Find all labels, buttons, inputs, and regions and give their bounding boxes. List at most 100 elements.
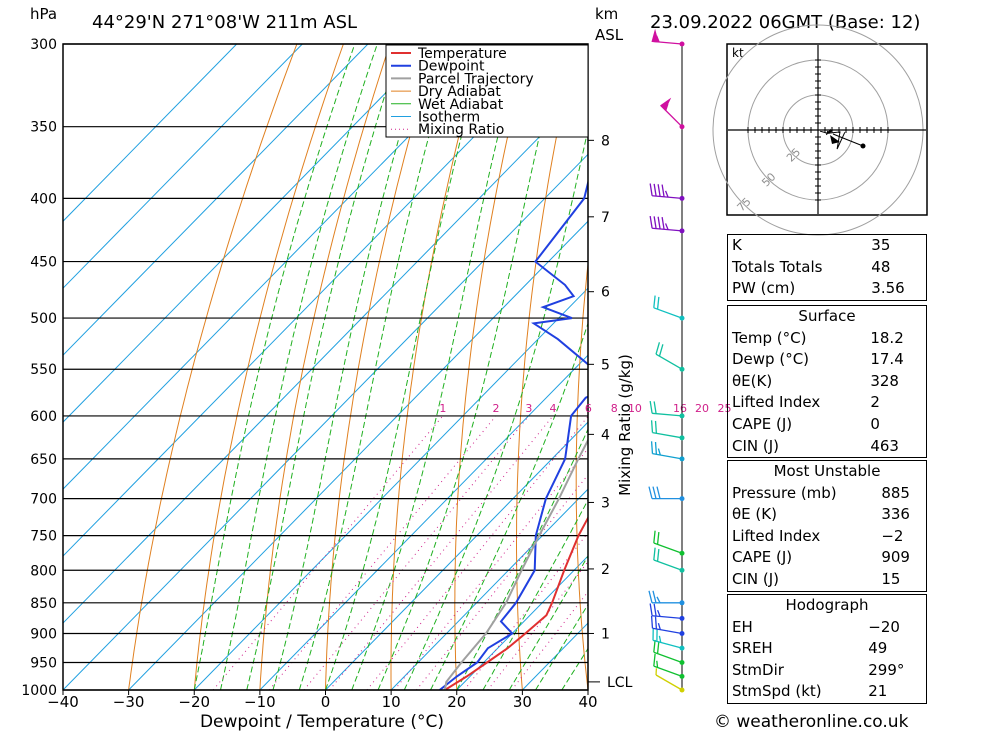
wind-barb-feather bbox=[656, 35, 660, 43]
wind-barb-feather bbox=[656, 486, 661, 499]
km-tick-label: 5 bbox=[601, 357, 610, 373]
pressure-tick-label: 850 bbox=[30, 596, 57, 612]
mixing-ratio-label: 10 bbox=[628, 402, 642, 415]
isotherm-line bbox=[63, 44, 566, 557]
dry-adiabat-line bbox=[995, 44, 1000, 690]
wind-barb-feather bbox=[665, 103, 669, 111]
pressure-tick-label: 1000 bbox=[21, 683, 57, 699]
hodo-row: StmDir 299° bbox=[727, 659, 928, 682]
hpa-unit-label: hPa bbox=[30, 5, 57, 23]
dry-adiabat-line bbox=[454, 44, 530, 690]
mu-row: Lifted Index −2 bbox=[727, 525, 928, 548]
wind-barb-shaft bbox=[652, 615, 683, 620]
mu-row: CAPE (J) 909 bbox=[727, 547, 928, 569]
mixing-ratio-label: 20 bbox=[695, 402, 709, 415]
index-row: Totals Totals 48 bbox=[727, 256, 928, 279]
isotherm-line bbox=[63, 44, 434, 423]
wind-barb-shaft bbox=[652, 227, 683, 232]
isotherm-line bbox=[63, 44, 369, 356]
hodo-row: SREH 49 bbox=[727, 638, 928, 660]
wind-barb-feather bbox=[653, 653, 656, 667]
temperature-line bbox=[444, 515, 588, 690]
mixing-ratio-label: 16 bbox=[673, 402, 687, 415]
legend-label: Dewpoint bbox=[418, 59, 485, 75]
x-tick-label: −40 bbox=[47, 693, 79, 711]
surface-value: 463 bbox=[866, 435, 928, 459]
surface-row: θE(K) 328 bbox=[727, 370, 928, 393]
hodo-label: EH bbox=[727, 616, 865, 639]
wind-barb-feather bbox=[654, 616, 658, 629]
pressure-tick-label: 950 bbox=[30, 655, 57, 671]
wind-barb-shaft bbox=[653, 651, 683, 664]
mu-value: 336 bbox=[877, 504, 928, 526]
pressure-tick-label: 800 bbox=[30, 563, 57, 579]
wet-adiabat-line bbox=[351, 44, 522, 690]
km-tick-label: 3 bbox=[601, 495, 610, 511]
wind-barb-feather bbox=[649, 603, 653, 616]
wind-barb bbox=[650, 441, 685, 462]
wind-barb-feather bbox=[653, 183, 657, 197]
pressure-tick-label: 500 bbox=[30, 311, 57, 327]
wind-barb bbox=[649, 603, 685, 621]
km-tick-label: 6 bbox=[601, 285, 610, 301]
wind-barb-shaft bbox=[653, 665, 683, 678]
wet-adiabat-line bbox=[508, 554, 588, 690]
surface-row: Lifted Index 2 bbox=[727, 392, 928, 414]
wind-barb-feather bbox=[653, 295, 656, 308]
legend-label: Dry Adiabat bbox=[418, 84, 501, 100]
wind-barb-feather bbox=[664, 190, 669, 198]
pressure-tick-label: 750 bbox=[30, 529, 57, 545]
index-value: 48 bbox=[867, 256, 928, 279]
wind-barb-shaft bbox=[653, 307, 683, 319]
wind-barbs bbox=[648, 28, 685, 693]
mu-label: Lifted Index bbox=[727, 525, 878, 548]
legend-label: Temperature bbox=[417, 46, 507, 62]
pressure-tick-label: 350 bbox=[30, 120, 57, 136]
legend-label: Wet Adiabat bbox=[418, 97, 504, 113]
surface-value: 18.2 bbox=[866, 327, 928, 350]
index-label: K bbox=[727, 233, 868, 257]
hodo-label: StmDir bbox=[727, 659, 865, 682]
surface-label: Temp (°C) bbox=[727, 327, 867, 350]
wind-barb-feather bbox=[650, 420, 654, 433]
index-row: K 35 bbox=[727, 233, 928, 257]
wind-barb bbox=[653, 639, 685, 665]
hodograph-unit: kt bbox=[732, 46, 744, 60]
wind-barb bbox=[650, 615, 685, 636]
km-tick-label: 2 bbox=[601, 562, 610, 578]
mixing-ratio-line bbox=[303, 415, 530, 690]
wind-barb-feather bbox=[653, 401, 657, 414]
surface-row: Dewp (°C) 17.4 bbox=[727, 349, 928, 371]
hodograph-shear-line bbox=[832, 133, 864, 147]
indices-table: K 35 Totals Totals 48 PW (cm) 3.56 bbox=[727, 233, 928, 301]
wind-barb-feather bbox=[658, 344, 664, 357]
wind-barb-feather bbox=[648, 486, 653, 499]
wind-barb-feather bbox=[653, 547, 656, 561]
mixing-ratio-line bbox=[416, 473, 588, 690]
lcl-label: LCL bbox=[607, 675, 633, 691]
wind-barb bbox=[649, 183, 685, 201]
hodo-value: 299° bbox=[864, 659, 928, 682]
mu-value: 15 bbox=[877, 568, 928, 592]
dry-adiabat-line bbox=[128, 44, 298, 690]
wind-barb bbox=[648, 486, 685, 502]
wind-barb-feather bbox=[657, 216, 661, 230]
legend-label: Parcel Trajectory bbox=[418, 71, 534, 87]
km-tick-label: 1 bbox=[601, 626, 610, 642]
wind-barb-shaft bbox=[652, 627, 683, 635]
most-unstable-table: Most Unstable Pressure (mb) 885 θE (K) 336… bbox=[727, 459, 928, 592]
x-tick-label: 40 bbox=[578, 693, 597, 711]
wind-barb bbox=[655, 342, 685, 372]
wind-barb bbox=[648, 590, 685, 606]
mixing-ratio-label: 4 bbox=[550, 402, 557, 415]
isotherm-line bbox=[63, 153, 588, 690]
wind-barb-feather bbox=[652, 486, 657, 499]
surface-label: θE(K) bbox=[727, 370, 867, 393]
wind-barb-feather bbox=[656, 641, 660, 654]
x-tick-label: 10 bbox=[382, 693, 401, 711]
wind-barb-shaft bbox=[653, 542, 683, 554]
copyright-link[interactable]: © weatheronline.co.uk bbox=[714, 712, 909, 732]
hodograph-trace bbox=[819, 128, 846, 150]
wind-barb-shaft bbox=[652, 639, 683, 649]
